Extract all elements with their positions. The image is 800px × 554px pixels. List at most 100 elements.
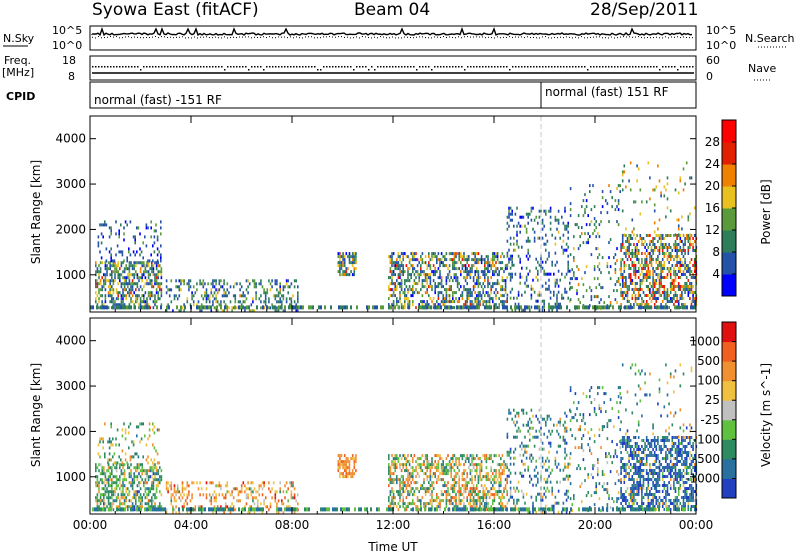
echo-cell [437, 469, 440, 473]
echo-cell [541, 266, 544, 270]
echo-cell [653, 282, 656, 285]
echo-cell [103, 472, 105, 476]
echo-cell [413, 481, 416, 485]
echo-cell [157, 469, 159, 473]
echo-cell [119, 463, 121, 467]
freq-dot [425, 66, 427, 68]
echo-cell [117, 261, 119, 265]
noise-search-dot [638, 36, 639, 38]
echo-cell [436, 466, 438, 470]
echo-cell [477, 493, 480, 497]
echo-cell [415, 270, 417, 274]
echo-cell [252, 279, 254, 283]
echo-cell [412, 303, 414, 307]
echo-cell [103, 282, 105, 286]
echo-cell [522, 411, 525, 415]
echo-cell [655, 300, 658, 303]
freq-panel-frame [89, 55, 697, 81]
echo-cell [428, 261, 430, 265]
echo-cell [158, 461, 160, 465]
echo-cell [455, 255, 457, 259]
echo-cell [567, 224, 569, 228]
echo-cell [460, 270, 462, 274]
echo-cell [205, 288, 208, 292]
echo-cell [593, 217, 596, 221]
noise-search-dot [539, 37, 540, 39]
echo-cell [396, 303, 398, 307]
echo-cell [122, 303, 124, 307]
echo-cell [420, 264, 422, 268]
echo-cell [666, 197, 669, 201]
freq-dot [272, 66, 274, 68]
echo-cell [524, 462, 526, 466]
echo-cell [564, 275, 566, 279]
echo-cell [400, 282, 403, 286]
echo-cell [102, 223, 104, 227]
echo-cell [492, 297, 494, 301]
echo-cell [392, 505, 395, 509]
echo-cell [418, 303, 420, 307]
echo-cell [676, 261, 678, 264]
echo-cell [145, 226, 148, 230]
noise-search-dot [629, 36, 630, 38]
echo-cell [95, 463, 97, 467]
echo-cell [548, 287, 550, 291]
echo-cell [685, 270, 688, 273]
echo-cell [156, 428, 159, 432]
date-title: 28/Sep/2011 [590, 0, 698, 20]
echo-cell [453, 505, 456, 509]
echo-cell [488, 496, 491, 500]
echo-cell [128, 267, 131, 271]
echo-cell [404, 282, 406, 286]
echo-cell [138, 261, 140, 265]
freq-dot [404, 66, 406, 68]
echo-cell [434, 460, 436, 464]
echo-cell [253, 309, 256, 313]
echo-cell [545, 209, 547, 213]
echo-cell [501, 294, 504, 298]
echo-cell [111, 294, 113, 298]
echo-cell [482, 270, 484, 274]
echo-cell [661, 267, 664, 270]
echo-cell [464, 469, 467, 473]
echo-cell [107, 481, 110, 485]
echo-cell [194, 505, 197, 509]
echo-cell [530, 293, 533, 297]
echo-cell [485, 255, 488, 259]
echo-cell [255, 490, 257, 494]
echo-cell [101, 276, 103, 280]
echo-cell [663, 267, 666, 270]
freq-dot [98, 66, 100, 68]
echo-cell [674, 270, 677, 273]
freq-dot [107, 66, 109, 68]
echo-cell [410, 264, 412, 268]
echo-cell [120, 458, 122, 462]
echo-cell [434, 273, 436, 277]
echo-cell [157, 481, 159, 485]
echo-cell [128, 505, 131, 509]
echo-cell [133, 267, 135, 271]
echo-cell [242, 481, 245, 485]
echo-cell [557, 290, 560, 294]
echo-cell [415, 475, 417, 479]
echo-cell [543, 272, 545, 276]
echo-cell [95, 484, 97, 488]
echo-cell [312, 305, 314, 310]
echo-cell [593, 295, 596, 299]
echo-cell [455, 499, 457, 503]
echo-cell [130, 475, 132, 479]
echo-cell [637, 297, 640, 300]
echo-cell [117, 484, 119, 488]
echo-cell [274, 309, 277, 313]
echo-cell [415, 288, 417, 292]
echo-cell [116, 428, 119, 432]
echo-cell [353, 261, 356, 265]
echo-cell [476, 502, 478, 506]
noise-search-dot [560, 36, 561, 38]
echo-cell [569, 287, 571, 291]
echo-cell [107, 261, 110, 265]
echo-cell [551, 263, 553, 267]
echo-cell [253, 496, 256, 500]
echo-cell [573, 271, 575, 275]
echo-cell [412, 255, 414, 259]
